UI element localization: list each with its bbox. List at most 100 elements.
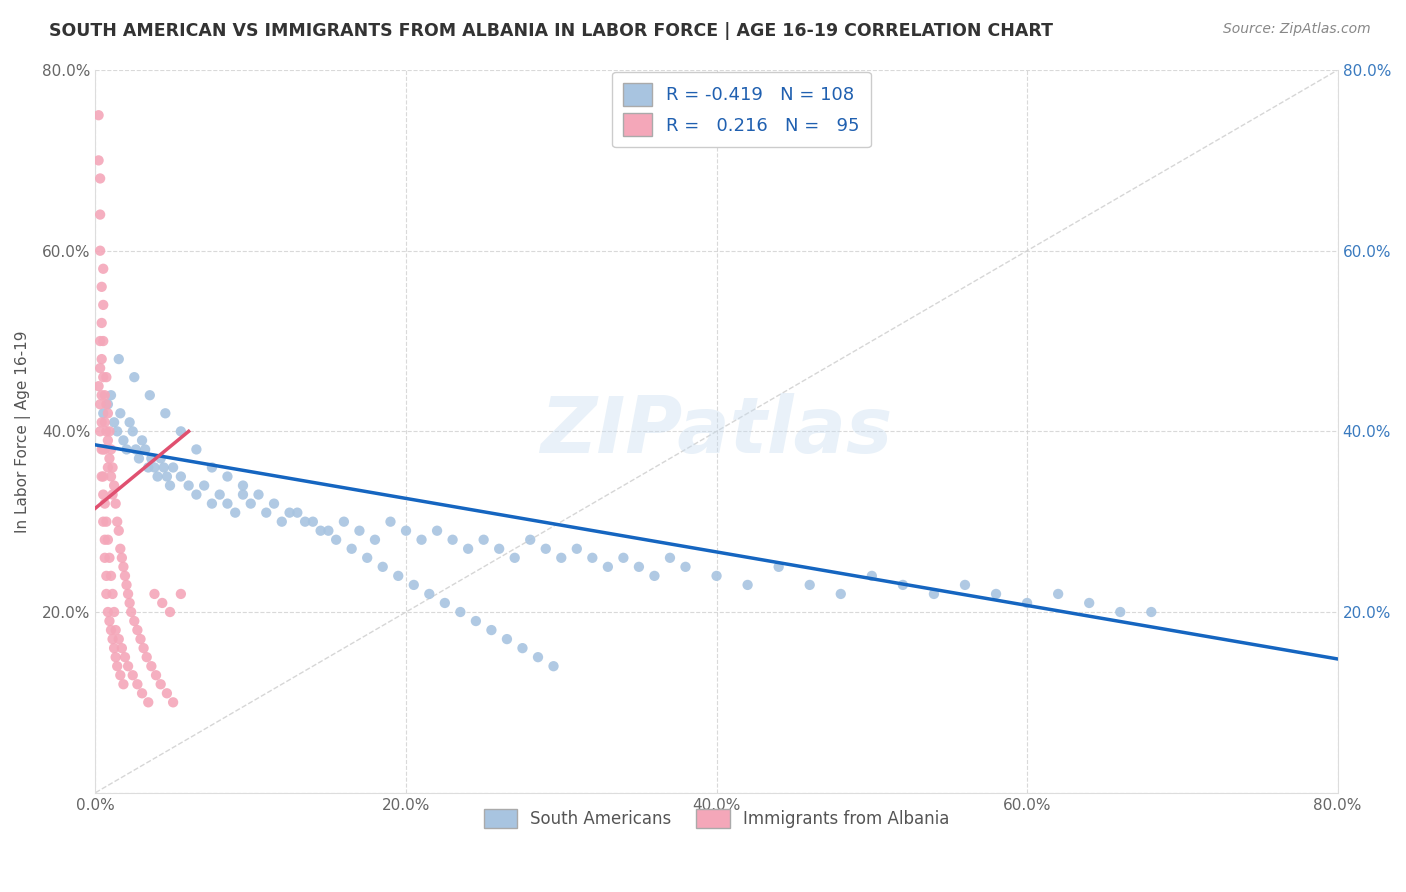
- Point: [217, 469, 239, 483]
- Point: [90, 388, 112, 402]
- Point: [333, 515, 356, 529]
- Point: [105, 515, 128, 529]
- Point: [395, 524, 418, 538]
- Point: [89, 397, 111, 411]
- Point: [94, 442, 117, 457]
- Point: [263, 497, 285, 511]
- Point: [110, 406, 132, 420]
- Point: [1140, 605, 1163, 619]
- Point: [107, 352, 129, 367]
- Point: [98, 425, 121, 439]
- Point: [105, 425, 128, 439]
- Point: [121, 425, 143, 439]
- Point: [512, 641, 534, 656]
- Point: [96, 515, 118, 529]
- Point: [111, 550, 134, 565]
- Point: [141, 451, 163, 466]
- Point: [101, 460, 124, 475]
- Point: [527, 650, 550, 665]
- Point: [91, 334, 114, 348]
- Point: [97, 397, 120, 411]
- Point: [125, 442, 148, 457]
- Point: [104, 623, 127, 637]
- Point: [132, 641, 155, 656]
- Point: [953, 578, 976, 592]
- Point: [89, 361, 111, 376]
- Point: [449, 605, 471, 619]
- Point: [433, 596, 456, 610]
- Point: [118, 596, 141, 610]
- Point: [860, 569, 883, 583]
- Point: [481, 623, 503, 637]
- Point: [111, 641, 134, 656]
- Point: [143, 460, 166, 475]
- Point: [285, 506, 308, 520]
- Point: [91, 298, 114, 312]
- Point: [103, 605, 125, 619]
- Point: [768, 559, 790, 574]
- Point: [136, 695, 159, 709]
- Point: [96, 569, 118, 583]
- Point: [127, 677, 149, 691]
- Point: [325, 533, 347, 547]
- Point: [224, 506, 246, 520]
- Point: [127, 623, 149, 637]
- Point: [247, 487, 270, 501]
- Point: [90, 469, 112, 483]
- Point: [97, 533, 120, 547]
- Point: [891, 578, 914, 592]
- Point: [302, 515, 325, 529]
- Point: [100, 469, 122, 483]
- Point: [1078, 596, 1101, 610]
- Point: [488, 541, 510, 556]
- Point: [364, 533, 387, 547]
- Point: [104, 497, 127, 511]
- Point: [402, 578, 425, 592]
- Point: [1017, 596, 1039, 610]
- Point: [380, 515, 402, 529]
- Point: [100, 442, 122, 457]
- Point: [472, 533, 495, 547]
- Point: [340, 541, 363, 556]
- Point: [162, 460, 184, 475]
- Point: [278, 506, 301, 520]
- Point: [254, 506, 277, 520]
- Point: [90, 442, 112, 457]
- Point: [534, 541, 557, 556]
- Point: [117, 659, 139, 673]
- Point: [150, 596, 173, 610]
- Point: [201, 497, 224, 511]
- Point: [112, 559, 135, 574]
- Point: [1109, 605, 1132, 619]
- Point: [117, 587, 139, 601]
- Point: [110, 541, 132, 556]
- Point: [90, 415, 112, 429]
- Point: [101, 587, 124, 601]
- Point: [112, 434, 135, 448]
- Point: [87, 379, 110, 393]
- Point: [135, 650, 157, 665]
- Point: [100, 623, 122, 637]
- Point: [170, 587, 193, 601]
- Point: [97, 605, 120, 619]
- Point: [104, 650, 127, 665]
- Point: [706, 569, 728, 583]
- Point: [156, 686, 179, 700]
- Point: [519, 533, 541, 547]
- Point: [149, 451, 172, 466]
- Point: [418, 587, 440, 601]
- Point: [91, 515, 114, 529]
- Point: [152, 460, 174, 475]
- Point: [124, 614, 146, 628]
- Point: [129, 632, 152, 646]
- Point: [89, 244, 111, 258]
- Point: [643, 569, 665, 583]
- Point: [496, 632, 519, 646]
- Point: [103, 415, 125, 429]
- Point: [89, 171, 111, 186]
- Point: [239, 497, 262, 511]
- Point: [136, 460, 159, 475]
- Point: [91, 261, 114, 276]
- Point: [356, 550, 378, 565]
- Point: [217, 497, 239, 511]
